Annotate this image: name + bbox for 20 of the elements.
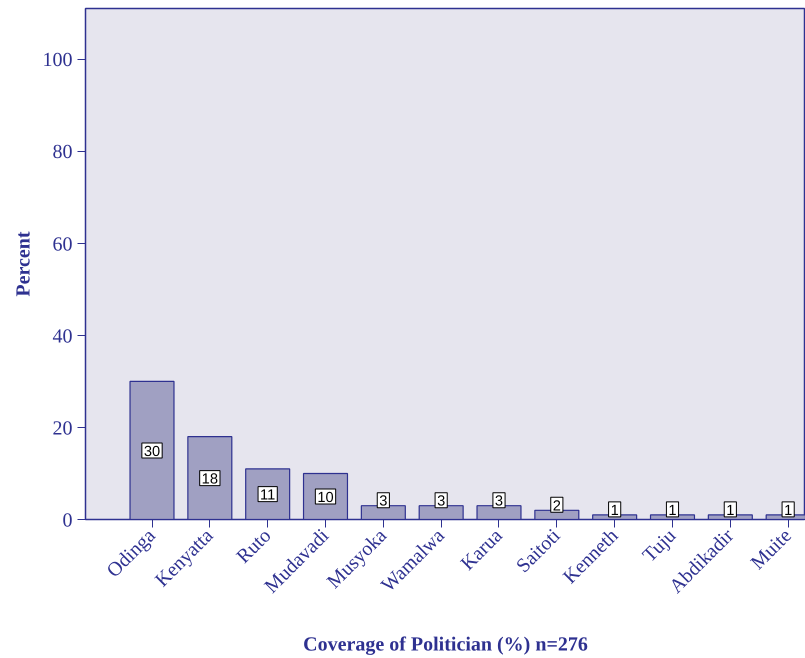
y-tick-label: 0 (62, 510, 72, 532)
data-label: 11 (260, 488, 276, 504)
x-axis-title: Coverage of Politician (%) n=276 (303, 633, 588, 656)
data-label: 18 (202, 472, 218, 488)
y-tick-label: 20 (52, 417, 72, 440)
data-label: 3 (494, 494, 504, 510)
data-label: 3 (379, 494, 388, 510)
y-tick-label: 40 (52, 325, 72, 348)
data-label: 10 (317, 490, 334, 506)
data-label: 1 (726, 502, 734, 519)
y-tick-label: 80 (52, 141, 72, 164)
data-label: 3 (437, 494, 446, 510)
y-tick-label: 100 (42, 49, 72, 72)
data-label: 2 (552, 498, 561, 514)
y-tick-label: 60 (52, 233, 72, 256)
data-label: 30 (144, 444, 160, 460)
data-label: 1 (784, 502, 792, 519)
y-axis-title: Percent (12, 231, 34, 297)
data-label: 1 (668, 502, 677, 519)
data-label: 1 (610, 502, 619, 519)
